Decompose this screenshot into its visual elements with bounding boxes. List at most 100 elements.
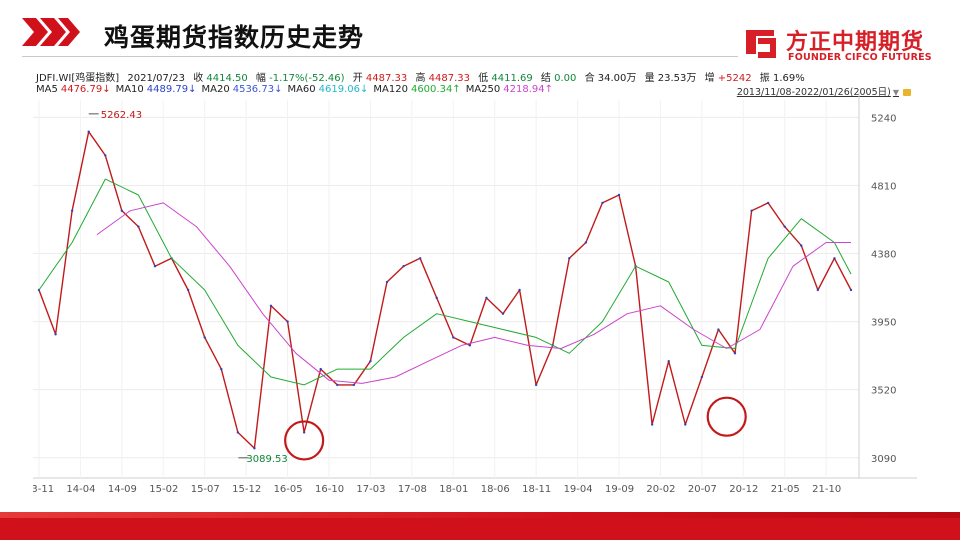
oi-change-quote: 增 +5242 — [704, 73, 752, 84]
y-tick-label: 4380 — [871, 250, 896, 261]
logo-name-en: FOUNDER CIFCO FUTURES — [788, 52, 932, 63]
y-tick-label: 3520 — [871, 386, 896, 397]
x-tick-label: 18-06 — [481, 484, 510, 494]
x-tick-label: 14-09 — [108, 484, 137, 494]
y-tick-label: 3950 — [871, 318, 896, 329]
low-quote: 低 4411.69 — [478, 73, 533, 84]
date-range-selector[interactable]: 2013/11/08-2022/01/26(2005日) ▼ — [737, 84, 911, 98]
x-tick-label: 15-12 — [232, 484, 261, 494]
open-quote: 开 4487.33 — [352, 73, 408, 84]
data-point — [534, 383, 538, 387]
x-tick-label: 17-03 — [356, 484, 385, 494]
x-tick-label: 14-04 — [66, 484, 95, 494]
lock-icon — [903, 89, 911, 96]
data-point — [568, 257, 571, 260]
data-point — [186, 288, 190, 292]
data-point — [336, 383, 339, 387]
data-point — [385, 280, 389, 284]
data-point — [833, 257, 836, 260]
data-point — [418, 257, 422, 260]
data-point — [286, 320, 289, 323]
x-tick-label: 21-10 — [812, 484, 841, 494]
data-point — [584, 241, 588, 244]
max-label: 5262.43 — [101, 110, 142, 121]
x-tick-label: 21-05 — [771, 484, 800, 494]
series-line-jdfi-wi — [38, 131, 852, 449]
data-point — [120, 209, 124, 213]
x-tick-label: 19-09 — [605, 484, 634, 494]
data-point — [733, 352, 737, 355]
y-tick-label: 4810 — [871, 181, 896, 192]
series-line-ma120 — [38, 178, 852, 386]
data-point — [369, 359, 372, 363]
data-point — [70, 209, 74, 213]
data-point — [650, 423, 654, 426]
x-tick-label: 19-04 — [564, 484, 593, 494]
dropdown-triangle-icon: ▼ — [892, 88, 899, 97]
data-point — [601, 201, 604, 205]
data-point — [800, 244, 803, 247]
x-tick-label: 16-10 — [315, 484, 344, 494]
footer-stripe — [0, 512, 960, 518]
ma-legend-item-ma5: MA5 4476.79↓ — [36, 84, 111, 95]
data-point — [236, 431, 240, 434]
data-point — [104, 154, 107, 157]
x-tick-label: 15-07 — [191, 484, 220, 494]
x-tick-label: 20-07 — [688, 484, 717, 494]
quote-date: 2021/07/23 — [127, 73, 185, 84]
data-point — [435, 296, 438, 300]
change-quote: 幅 -1.17%(-52.46) — [255, 73, 345, 84]
x-tick-label: 20-12 — [729, 484, 758, 494]
price-chart: 5240 4810 4380 3950 3520 3090 13-11 14-04 14-09 1… — [33, 92, 917, 494]
highlight-circle — [284, 420, 325, 461]
data-point — [501, 312, 505, 315]
data-point — [750, 209, 753, 213]
data-point — [253, 447, 256, 450]
data-point — [452, 336, 455, 339]
data-point — [485, 296, 488, 300]
x-tick-label: 20-02 — [646, 484, 675, 494]
data-point — [783, 225, 786, 228]
data-point — [319, 367, 322, 371]
page-title: 鸡蛋期货指数历史走势 — [104, 23, 365, 52]
data-point — [352, 383, 356, 387]
ma-legend-item-ma120: MA120 4600.34↑ — [373, 84, 461, 95]
chevron-icon — [22, 18, 80, 46]
min-label: 3089.53 — [246, 454, 287, 465]
title-divider — [22, 56, 738, 57]
data-point — [468, 344, 472, 347]
symbol: JDFI.WI[鸡蛋指数] — [36, 73, 120, 84]
data-point — [766, 201, 770, 205]
oi-quote: 合 34.00万 — [584, 73, 637, 84]
data-point — [153, 265, 157, 268]
x-tick-label: 15-02 — [149, 484, 178, 494]
y-tick-label: 3090 — [871, 454, 896, 465]
ma-legend: MA5 4476.79↓ MA10 4489.79↓ MA20 4536.73↓ MA60 4… — [36, 84, 558, 95]
settle-quote: 结 0.00 — [540, 73, 577, 84]
data-point — [302, 431, 306, 434]
data-point — [816, 288, 820, 292]
logo-name-cn: 方正中期期货 — [786, 30, 925, 55]
ma-legend-item-ma20: MA20 4536.73↓ — [201, 84, 283, 95]
data-point — [684, 423, 687, 426]
volume-quote: 量 23.53万 — [644, 73, 697, 84]
data-point — [700, 375, 704, 379]
data-point — [54, 333, 57, 336]
data-point — [617, 193, 621, 197]
data-point — [269, 304, 273, 307]
x-tick-label: 13-11 — [33, 484, 54, 494]
data-point — [717, 328, 720, 331]
ma-legend-item-ma10: MA10 4489.79↓ — [115, 84, 197, 95]
ma-legend-item-ma250: MA250 4218.94↑ — [465, 84, 553, 95]
x-tick-label: 18-01 — [439, 484, 468, 494]
data-point — [518, 288, 521, 292]
y-tick-label: 5240 — [871, 113, 896, 124]
quote-info-line: JDFI.WI[鸡蛋指数] 2021/07/23 收 4414.50 幅 -1.… — [36, 69, 810, 84]
chart-panel: JDFI.WI[鸡蛋指数] 2021/07/23 收 4414.50 幅 -1.… — [33, 68, 917, 494]
amplitude-quote: 振 1.69% — [759, 73, 805, 84]
data-point — [203, 336, 206, 339]
data-point — [667, 359, 670, 363]
data-point — [137, 225, 140, 228]
data-point — [87, 130, 90, 133]
series-line-ma250 — [96, 202, 851, 384]
